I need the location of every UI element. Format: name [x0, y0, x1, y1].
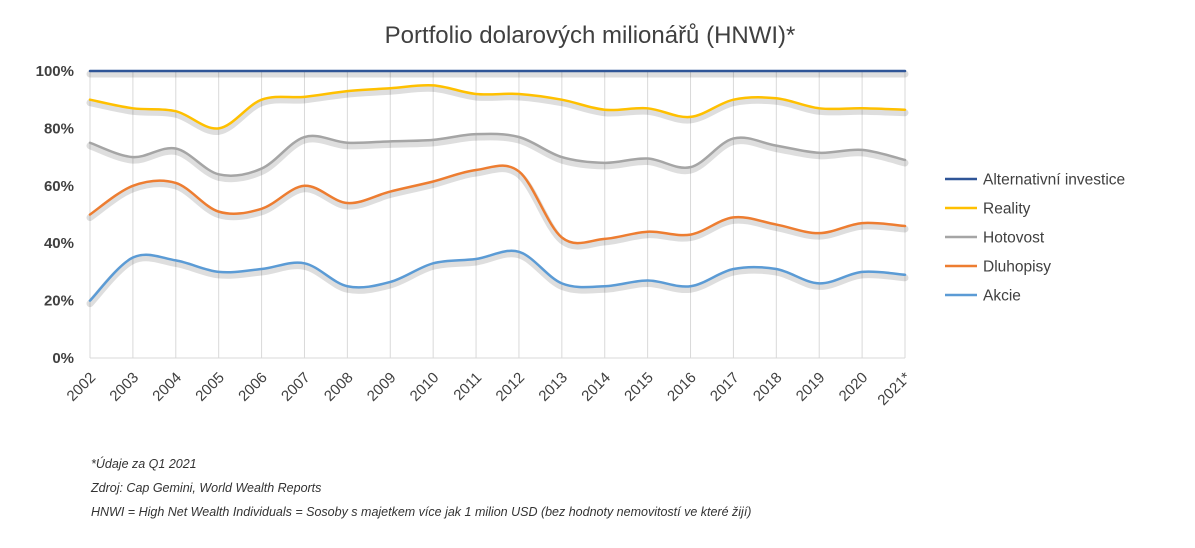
series-shadow-akcie	[86, 250, 909, 308]
chart-title: Portfolio dolarových milionářů (HNWI)*	[385, 22, 796, 49]
x-tick-label: 2006	[235, 369, 271, 405]
series-shadow-dluhopisy	[86, 165, 909, 250]
y-tick-label: 20%	[44, 293, 74, 310]
series-line-dluhopisy	[88, 164, 907, 245]
y-axis-ticks: 0% 20% 40% 60% 80% 100%	[36, 63, 74, 367]
chart-legend: Alternativní investice Reality Hotovost Dlu…	[945, 172, 1125, 305]
footnotes: *Údaje za Q1 2021 Zdroj: Cap Gemini, Wor…	[91, 456, 751, 528]
x-tick-label: 2003	[106, 369, 142, 405]
legend-label-dluhopisy: Dluhopisy	[983, 259, 1051, 276]
y-tick-label: 100%	[36, 63, 74, 80]
x-tick-label: 2018	[750, 369, 786, 405]
series-shadow-reality	[86, 84, 909, 135]
series-line-hotovost	[88, 132, 907, 177]
x-tick-label: 2017	[707, 369, 743, 405]
footnote-source: Zdroj: Cap Gemini, World Wealth Reports	[91, 481, 322, 495]
legend-label-alternativni-investice: Alternativní investice	[983, 172, 1125, 189]
chart-series	[86, 69, 909, 308]
x-tick-label: 2010	[407, 369, 443, 405]
y-tick-label: 0%	[52, 350, 74, 367]
x-tick-label: 2020	[836, 369, 872, 405]
footnote-hnwi-definition: HNWI = High Net Wealth Individuals = Sos…	[91, 505, 752, 519]
y-tick-label: 80%	[44, 120, 74, 137]
x-tick-label: 2011	[450, 369, 485, 404]
series-shadow-hotovost	[86, 133, 909, 183]
series-line-reality	[88, 83, 907, 130]
x-tick-label: 2019	[793, 369, 829, 405]
legend-label-akcie: Akcie	[983, 288, 1021, 305]
x-tick-label: 2016	[664, 369, 700, 405]
x-tick-label: 2012	[493, 369, 529, 405]
x-tick-label: 2004	[149, 369, 185, 405]
footnote-data-date: *Údaje za Q1 2021	[91, 457, 197, 471]
legend-label-reality: Reality	[983, 201, 1031, 218]
legend-label-hotovost: Hotovost	[983, 230, 1045, 247]
x-tick-label: 2013	[535, 369, 571, 405]
x-axis-ticks: 2002 2003 2004 2005 2006 2007 2008 2009 2010 2011…	[64, 369, 915, 409]
x-tick-label: 2014	[578, 369, 614, 405]
x-tick-label: 2009	[364, 369, 400, 405]
x-tick-label: 2005	[192, 369, 228, 405]
chart-grid	[89, 71, 906, 359]
x-tick-label: 2002	[64, 369, 100, 405]
y-tick-label: 40%	[44, 235, 74, 252]
x-tick-label: 2008	[321, 369, 357, 405]
series-line-akcie	[88, 249, 907, 302]
y-tick-label: 60%	[44, 178, 74, 195]
x-tick-label: 2007	[278, 369, 314, 405]
x-tick-label: 2021*	[874, 369, 914, 409]
x-tick-label: 2015	[621, 369, 657, 405]
